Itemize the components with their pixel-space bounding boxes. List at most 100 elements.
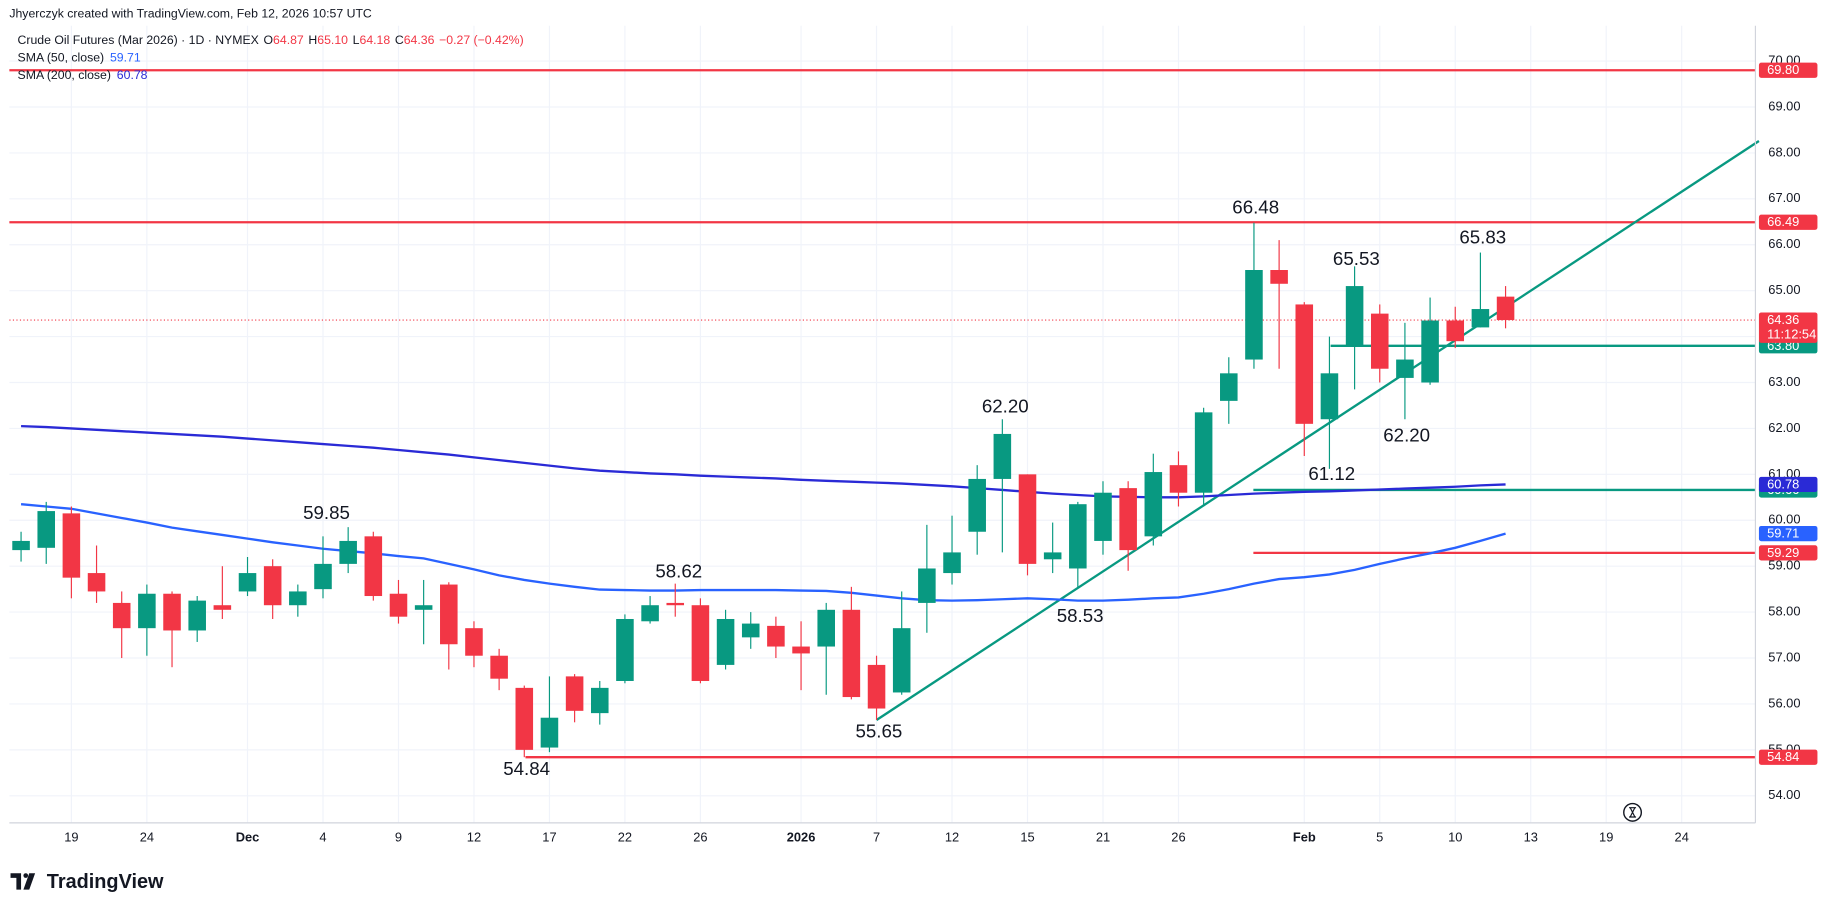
price-annotation: 66.48	[1232, 196, 1279, 217]
candle-body	[389, 593, 408, 617]
ohlc-label: O	[264, 33, 274, 47]
candle-body	[440, 584, 458, 645]
price-label-bg	[1758, 312, 1818, 343]
candle-body	[238, 573, 257, 592]
price-label: 64.36	[1767, 312, 1799, 327]
y-tick-label: 63.00	[1768, 374, 1800, 389]
candle-body	[1094, 492, 1112, 541]
price-annotation: 59.85	[303, 502, 350, 523]
x-tick-label: 19	[64, 829, 78, 844]
candle-body	[1396, 359, 1414, 378]
candle-body	[590, 687, 609, 714]
ohlc-value: 64.36	[404, 33, 435, 47]
candle-body	[1069, 504, 1087, 569]
candle-body	[767, 625, 785, 647]
x-tick-label: 9	[395, 829, 402, 844]
candle-body	[1496, 296, 1515, 321]
candle-body	[12, 540, 30, 551]
candle-body	[1018, 474, 1037, 564]
ohlc-label: L	[353, 33, 360, 47]
candle-body	[339, 540, 357, 564]
price-label: 59.29	[1767, 545, 1799, 560]
y-tick-label: 69.00	[1768, 98, 1800, 113]
trend-line	[875, 139, 1760, 721]
watermark: Jhyerczyk created with TradingView.com, …	[9, 6, 372, 20]
countdown: 11:12:54	[1767, 327, 1816, 342]
candle-body	[741, 623, 760, 638]
x-tick-label: 13	[1524, 829, 1538, 844]
y-tick-label: 60.00	[1768, 512, 1800, 527]
price-annotation: 58.53	[1057, 605, 1104, 626]
candle-body	[1144, 472, 1163, 537]
ohlc-value: 64.87	[273, 33, 304, 47]
price-annotation: 58.62	[655, 560, 702, 581]
candle-body	[1295, 304, 1314, 424]
candle-body	[1119, 488, 1137, 551]
price-annotation: 65.53	[1333, 248, 1380, 269]
ohlc-label: H	[308, 33, 317, 47]
price-annotation: 55.65	[855, 721, 902, 742]
candle-body	[188, 600, 206, 631]
candle-body	[968, 478, 986, 532]
candle-body	[1471, 309, 1490, 328]
candle-body	[1245, 270, 1263, 360]
candle-body	[1169, 465, 1188, 493]
price-label: 54.84	[1767, 749, 1799, 764]
y-tick-label: 68.00	[1768, 144, 1800, 159]
y-tick-label: 58.00	[1768, 604, 1800, 619]
candle-body	[867, 664, 886, 709]
candle-body	[1043, 552, 1062, 560]
candle-body	[892, 628, 911, 693]
price-annotation: 61.12	[1308, 463, 1355, 484]
legend-row: SMA (50, close) 59.71	[18, 51, 141, 65]
price-label: 59.71	[1767, 526, 1799, 541]
candle-body	[1446, 320, 1465, 342]
tradingview-logo: TradingView	[10, 871, 164, 893]
candle-body	[87, 573, 106, 592]
candle-body	[918, 568, 936, 603]
x-tick-label: 10	[1448, 829, 1462, 844]
price-annotation: 62.20	[1383, 425, 1430, 446]
y-tick-label: 56.00	[1768, 695, 1800, 710]
logo-text: TradingView	[47, 871, 164, 893]
candle-body	[314, 563, 332, 590]
x-tick-label: 7	[873, 829, 880, 844]
candle-body	[465, 628, 483, 656]
x-tick-label: Feb	[1293, 829, 1316, 844]
candle-body	[842, 609, 861, 698]
price-label-bg	[1758, 62, 1818, 78]
candle-body	[540, 717, 559, 748]
candle-body	[490, 655, 508, 679]
candle-body	[1345, 286, 1364, 346]
price-label: 60.78	[1767, 476, 1799, 491]
x-tick-label: 24	[1675, 829, 1689, 844]
candle-body	[62, 513, 81, 578]
y-tick-label: 59.00	[1768, 558, 1800, 573]
candle-body	[565, 676, 584, 711]
candle-body	[1220, 373, 1238, 401]
x-tick-label: 26	[693, 829, 707, 844]
price-label-bg	[1758, 749, 1818, 765]
candle-body	[138, 593, 156, 629]
candle-body	[364, 536, 383, 597]
symbol: Crude Oil Futures (Mar 2026) · 1D · NYME…	[18, 33, 259, 47]
x-tick-label: 24	[140, 829, 154, 844]
candle-body	[817, 609, 835, 647]
price-axis: 54.0055.0056.0057.0058.0059.0060.0061.00…	[1758, 52, 1818, 802]
symbol-line: Crude Oil Futures (Mar 2026) · 1D · NYME…	[18, 33, 524, 47]
candle-body	[993, 433, 1012, 479]
candle-body	[263, 566, 282, 606]
x-tick-label: 21	[1096, 829, 1110, 844]
plot-area: 66.48 65.53 65.83 62.20 62.20 61.12 59.85 58.62…	[9, 69, 1760, 779]
candle-body	[213, 605, 232, 610]
x-tick-label: Dec	[236, 829, 260, 844]
legend-row: SMA (200, close) 60.78	[18, 68, 148, 82]
y-tick-label: 54.00	[1768, 787, 1800, 802]
y-tick-label: 57.00	[1768, 649, 1800, 664]
price-annotation: 54.84	[503, 758, 550, 779]
y-tick-label: 65.00	[1768, 282, 1800, 297]
price-label: 66.49	[1767, 214, 1799, 229]
legend-value: 60.78	[117, 68, 148, 82]
